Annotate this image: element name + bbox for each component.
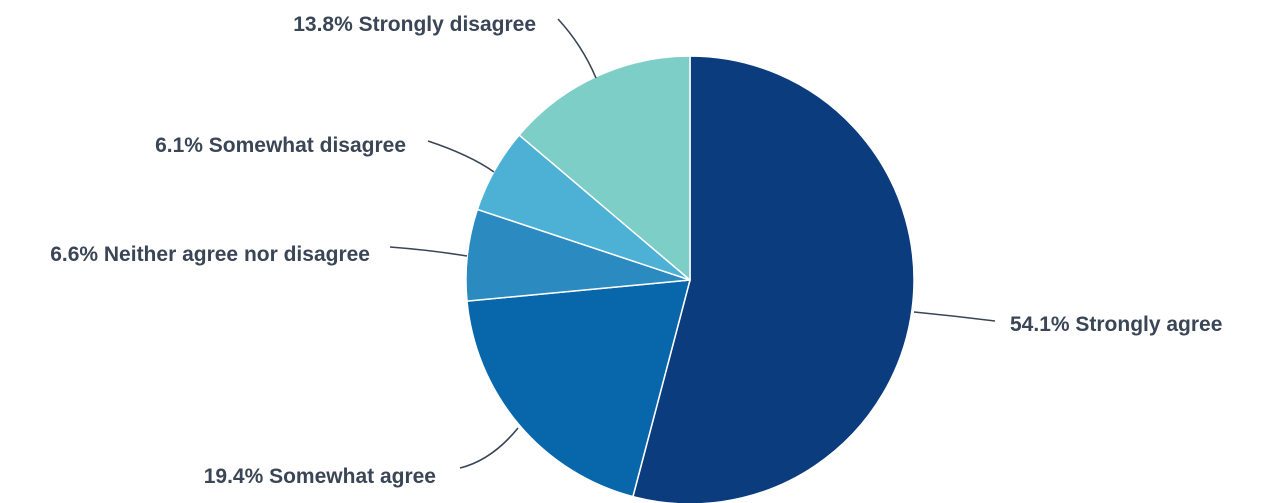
labels-layer: 54.1% Strongly agree 19.4% Somewhat agree… [50,13,1222,488]
slice-label-somewhat-disagree: 6.1% Somewhat disagree [155,134,406,157]
pie-slice-somewhat-agree [466,279,691,498]
leader-line-strongly-disagree [557,18,597,79]
leader-line-somewhat-disagree [427,140,495,173]
slice-label-somewhat-agree: 19.4% Somewhat agree [204,465,436,488]
slice-label-neither-agree-nor-disagree: 6.6% Neither agree nor disagree [50,243,370,266]
leader-line-strongly-agree [913,311,996,322]
leader-line-somewhat-agree [459,427,519,469]
slice-label-strongly-disagree: 13.8% Strongly disagree [293,13,536,36]
slice-label-strongly-agree: 54.1% Strongly agree [1010,313,1222,336]
slices-layer [465,55,915,503]
leader-lines-layer [389,18,996,469]
pie-slice-strongly-agree [632,55,915,503]
leader-line-neither-agree-nor-disagree [389,246,468,257]
